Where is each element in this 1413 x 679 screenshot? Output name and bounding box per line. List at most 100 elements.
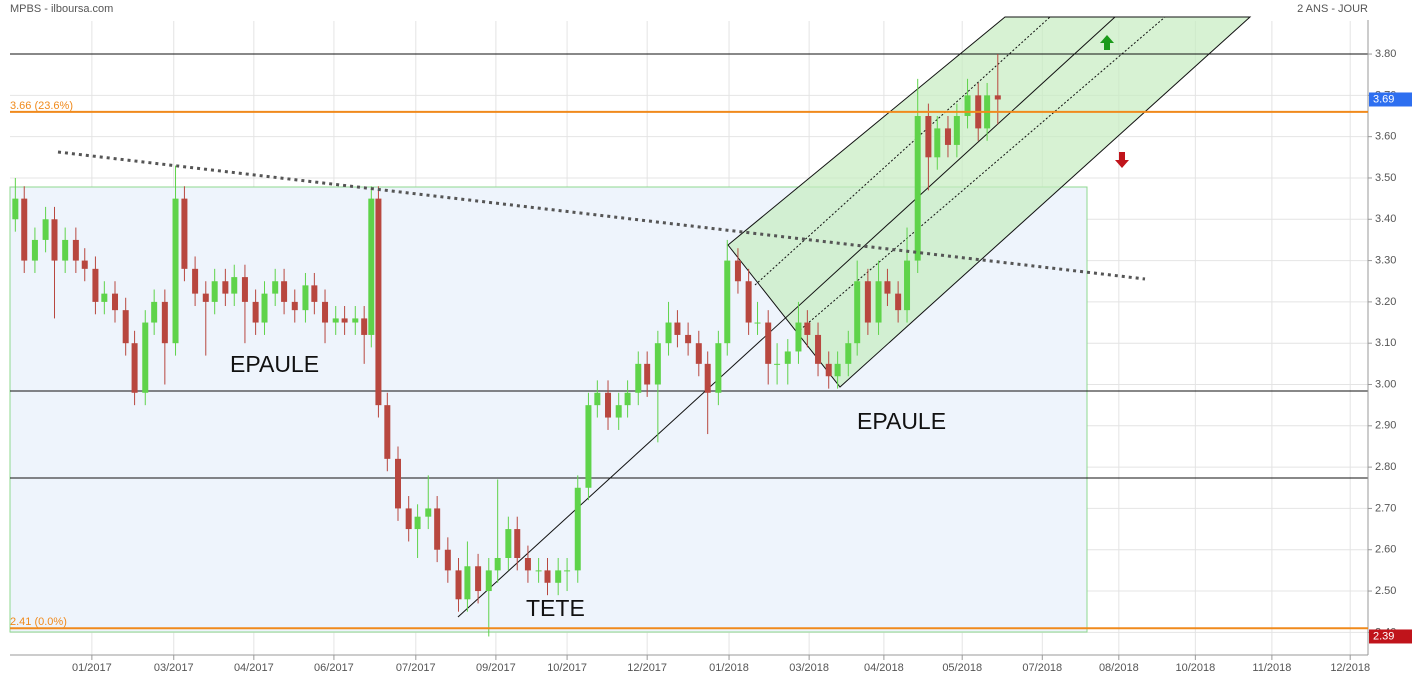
x-tick-label: 01/2018	[709, 662, 749, 674]
x-tick-label: 01/2017	[72, 662, 112, 674]
annotation: TETE	[526, 595, 585, 621]
candle-body	[715, 343, 722, 393]
candle-body	[754, 322, 761, 324]
candle-body	[624, 392, 631, 406]
candle-body	[574, 487, 581, 571]
candle-body	[724, 260, 731, 344]
candle-body	[192, 268, 199, 294]
candle-body	[564, 570, 571, 572]
candle-body	[475, 566, 482, 592]
x-tick-label: 06/2017	[314, 662, 354, 674]
candle-body	[765, 322, 772, 364]
candle-body	[51, 219, 58, 261]
candle-body	[291, 301, 298, 311]
x-tick-label: 09/2017	[476, 662, 516, 674]
candle-body	[12, 198, 19, 220]
x-tick-label: 12/2018	[1330, 662, 1370, 674]
candle-body	[272, 281, 279, 294]
x-tick-label: 11/2018	[1252, 662, 1291, 674]
candle-body	[261, 293, 268, 323]
candle-body	[795, 322, 802, 352]
candle-body	[825, 363, 832, 377]
y-tick-label: 3.50	[1375, 172, 1396, 184]
candle-body	[341, 318, 348, 323]
candle-body	[834, 363, 841, 377]
candle-body	[485, 570, 492, 592]
candle-body	[384, 405, 391, 459]
candle-body	[311, 285, 318, 302]
candle-body	[405, 508, 412, 530]
x-tick-label: 04/2017	[234, 662, 274, 674]
y-tick-label: 2.60	[1375, 544, 1396, 556]
candle-body	[635, 363, 642, 393]
candle-body	[585, 405, 592, 488]
chart-subtitle: 2 ANS - JOUR	[1297, 3, 1368, 15]
candle-body	[181, 198, 188, 269]
candle-body	[444, 549, 451, 571]
candle-body	[222, 281, 229, 294]
y-tick-label: 3.10	[1375, 337, 1396, 349]
x-tick-label: 03/2017	[154, 662, 194, 674]
candle-body	[281, 281, 288, 302]
candle-body	[774, 363, 781, 365]
candle-body	[31, 239, 38, 261]
price-tag	[1369, 92, 1412, 107]
candle-body	[112, 293, 119, 311]
candle-body	[202, 293, 209, 302]
candle-body	[854, 281, 861, 344]
candle-body	[944, 128, 951, 145]
candle-body	[142, 322, 149, 393]
x-tick-label: 07/2018	[1022, 662, 1062, 674]
candles	[12, 54, 1001, 637]
x-tick-label: 07/2017	[396, 662, 436, 674]
level-label: 3.66 (23.6%)	[10, 100, 73, 112]
candle-body	[914, 116, 921, 261]
annotation: EPAULE	[857, 408, 946, 434]
trend-line	[457, 16, 1116, 618]
down-arrow	[1115, 152, 1129, 168]
x-tick-label: 08/2018	[1099, 662, 1139, 674]
candle-body	[434, 508, 441, 550]
y-tick-label: 3.20	[1375, 296, 1396, 308]
candle-body	[62, 239, 69, 261]
x-tick-label: 10/2017	[547, 662, 587, 674]
price-tag-label: 2.39	[1373, 630, 1394, 642]
y-tick-label: 3.30	[1375, 254, 1396, 266]
candle-body	[161, 301, 168, 344]
y-tick-label: 2.70	[1375, 502, 1396, 514]
candle-body	[784, 351, 791, 364]
candle-body	[81, 260, 88, 269]
candle-body	[322, 301, 329, 323]
x-tick-label: 12/2017	[627, 662, 667, 674]
candle-body	[875, 281, 882, 323]
y-tick-label: 2.80	[1375, 461, 1396, 473]
candle-body	[151, 301, 158, 323]
candle-body	[734, 260, 741, 282]
candle-body	[904, 260, 911, 311]
candle-body	[994, 95, 1001, 100]
candle-body	[101, 293, 108, 302]
candle-body	[615, 405, 622, 418]
channel-mid	[799, 16, 1166, 331]
candle-body	[302, 285, 309, 311]
price-tag-label: 3.69	[1373, 93, 1394, 105]
candle-body	[644, 363, 651, 385]
candle-body	[605, 392, 612, 418]
candle-body	[464, 566, 471, 600]
candle-body	[594, 392, 601, 406]
y-tick-label: 3.60	[1375, 131, 1396, 143]
candle-body	[884, 281, 891, 294]
candle-body	[395, 458, 401, 509]
candle-body	[42, 219, 49, 240]
candle-body	[815, 334, 822, 364]
candle-body	[674, 322, 681, 335]
candle-body	[704, 363, 711, 393]
candle-body	[375, 198, 382, 406]
candle-body	[352, 318, 359, 323]
candle-body	[695, 343, 702, 364]
y-tick-label: 3.00	[1375, 378, 1396, 390]
candle-body	[414, 516, 421, 530]
candle-body	[514, 529, 521, 558]
up-arrow	[1100, 35, 1114, 50]
candle-body	[555, 570, 562, 583]
